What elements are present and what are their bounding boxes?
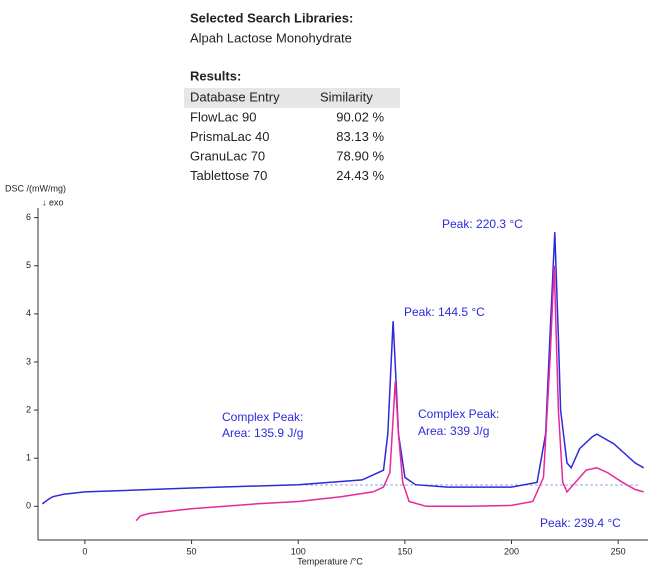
library: Alpah Lactose Monohydrate (190, 30, 352, 45)
x-tick-label: 100 (291, 546, 306, 556)
series-line (135, 265, 644, 522)
results-title: Results: (190, 68, 241, 83)
y-tick-label: 5 (26, 260, 31, 270)
cell: 90.02 % (336, 109, 384, 124)
x-tick-label: 0 (82, 546, 87, 556)
annotation: Area: 339 J/g (418, 424, 489, 438)
annotation: Peak: 220.3 °C (442, 217, 523, 231)
direction-label: ↓ exo (42, 197, 64, 207)
series-line (41, 232, 645, 505)
y-tick-label: 3 (26, 356, 31, 366)
table-header-bg (184, 88, 400, 108)
cell: Tablettose 70 (190, 168, 267, 183)
column-header: Database Entry (190, 89, 280, 104)
x-tick-label: 50 (187, 546, 197, 556)
annotation: Area: 135.9 J/g (222, 426, 303, 440)
y-tick-label: 0 (26, 501, 31, 511)
x-tick-label: 250 (611, 546, 626, 556)
annotation: Complex Peak: (418, 407, 499, 421)
y-axis-label: DSC /(mW/mg) (5, 183, 66, 193)
y-tick-label: 1 (26, 453, 31, 463)
column-header: Similarity (320, 89, 373, 104)
x-tick-label: 200 (504, 546, 519, 556)
annotation: Peak: 144.5 °C (404, 305, 485, 319)
x-tick-label: 150 (397, 546, 412, 556)
cell: FlowLac 90 (190, 109, 256, 124)
header-title: Selected Search Libraries: (190, 10, 353, 25)
x-axis-label: Temperature /°C (297, 556, 363, 566)
cell: 83.13 % (336, 129, 384, 144)
cell: GranuLac 70 (190, 148, 265, 163)
cell: 24.43 % (336, 168, 384, 183)
y-tick-label: 6 (26, 212, 31, 222)
annotation: Peak: 239.4 °C (540, 516, 621, 530)
cell: 78.90 % (336, 148, 384, 163)
annotation: Complex Peak: (222, 410, 303, 424)
y-tick-label: 2 (26, 404, 31, 414)
cell: PrismaLac 40 (190, 129, 269, 144)
y-tick-label: 4 (26, 308, 31, 318)
